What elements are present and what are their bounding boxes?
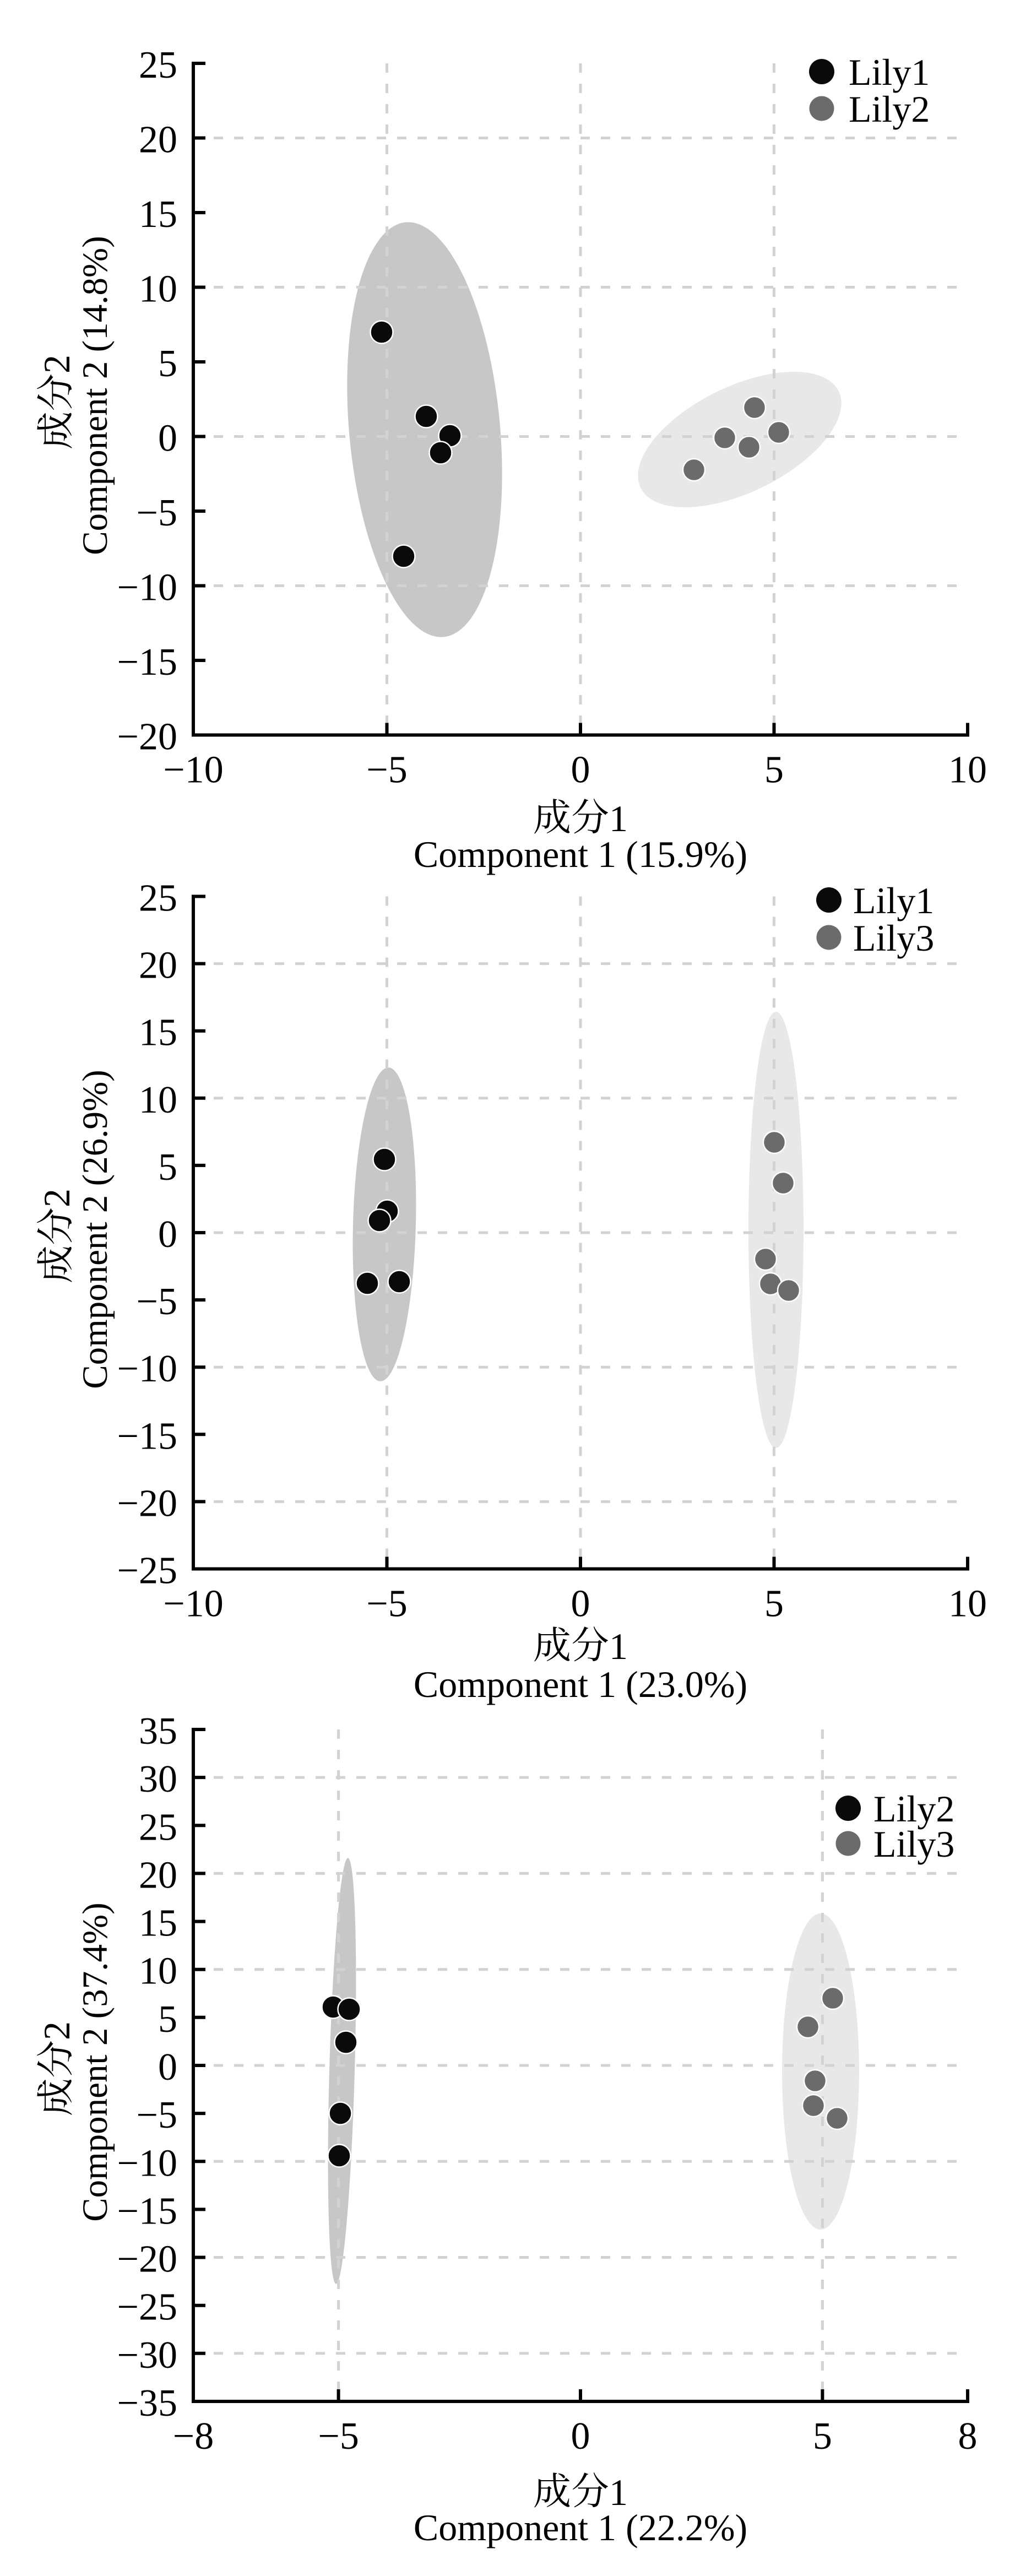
svg-text:−10: −10 [117,2142,177,2184]
svg-text:−25: −25 [117,1550,177,1592]
svg-text:25: 25 [139,877,177,920]
svg-text:−5: −5 [137,2094,177,2136]
svg-text:10: 10 [948,749,987,791]
svg-text:5: 5 [813,2415,832,2458]
svg-text:0: 0 [158,2046,177,2089]
svg-text:20: 20 [139,945,177,987]
svg-text:25: 25 [139,1806,177,1848]
svg-text:−10: −10 [117,1348,177,1390]
svg-text:Component 1 (23.0%): Component 1 (23.0%) [414,1663,747,1705]
svg-text:1: 1 [609,2471,628,2513]
svg-text:−5: −5 [366,1583,407,1625]
svg-text:10: 10 [948,1583,987,1625]
svg-text:−5: −5 [137,1281,177,1323]
svg-text:−30: −30 [117,2334,177,2377]
svg-text:10: 10 [139,1079,177,1121]
svg-text:25: 25 [139,44,177,86]
svg-text:10: 10 [139,268,177,311]
svg-text:−5: −5 [137,492,177,534]
svg-text:−20: −20 [117,2238,177,2281]
svg-text:Component 2 (26.9%): Component 2 (26.9%) [75,1070,115,1389]
svg-text:−15: −15 [117,641,177,684]
svg-text:15: 15 [139,193,177,236]
svg-text:Lily3: Lily3 [873,1823,954,1865]
svg-text:Lily1: Lily1 [853,880,934,921]
svg-text:5: 5 [158,1998,177,2041]
svg-text:20: 20 [139,1854,177,1896]
svg-text:−35: −35 [117,2382,177,2425]
svg-text:−5: −5 [318,2415,359,2458]
svg-text:Component 2 (14.8%): Component 2 (14.8%) [75,236,115,555]
svg-text:−25: −25 [117,2286,177,2329]
svg-text:Lily3: Lily3 [853,917,934,959]
svg-text:Lily1: Lily1 [849,51,930,93]
svg-text:5: 5 [764,749,784,791]
svg-text:35: 35 [139,1710,177,1753]
svg-text:5: 5 [158,1146,177,1189]
svg-text:−20: −20 [117,1482,177,1525]
svg-text:10: 10 [139,1950,177,1993]
svg-text:30: 30 [139,1758,177,1801]
svg-text:2: 2 [36,2021,78,2040]
svg-text:−15: −15 [117,1415,177,1457]
svg-text:−15: −15 [117,2190,177,2232]
svg-text:5: 5 [764,1583,784,1625]
svg-text:−10: −10 [117,567,177,609]
svg-text:−5: −5 [366,749,407,791]
svg-text:20: 20 [139,119,177,161]
svg-text:−10: −10 [163,749,223,791]
svg-text:2: 2 [36,355,78,373]
svg-text:Component 1 (22.2%): Component 1 (22.2%) [414,2507,747,2548]
svg-text:Component 2 (37.4%): Component 2 (37.4%) [75,1902,115,2222]
svg-text:15: 15 [139,1902,177,1945]
svg-text:1: 1 [609,798,628,839]
svg-text:8: 8 [958,2415,978,2458]
svg-text:Lily2: Lily2 [873,1788,954,1830]
svg-text:0: 0 [571,749,590,791]
svg-text:5: 5 [158,343,177,385]
svg-text:0: 0 [158,417,177,460]
svg-text:−20: −20 [117,716,177,758]
svg-text:Lily2: Lily2 [849,88,930,130]
svg-text:15: 15 [139,1012,177,1054]
svg-text:0: 0 [158,1213,177,1256]
svg-text:1: 1 [609,1625,628,1667]
svg-text:−10: −10 [163,1583,223,1625]
svg-text:0: 0 [571,1583,590,1625]
svg-text:Component 1 (15.9%): Component 1 (15.9%) [414,833,747,875]
svg-text:2: 2 [36,1189,78,1207]
svg-text:−8: −8 [173,2415,214,2458]
svg-text:0: 0 [571,2415,590,2458]
